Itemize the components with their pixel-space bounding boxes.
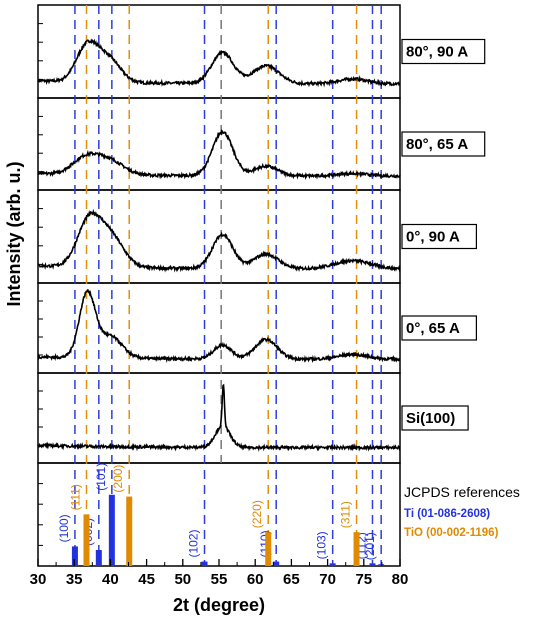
reference-layer: (100)(002)(101)(102)(110)(103)(112)(201)… xyxy=(57,463,520,566)
x-tick-label: 40 xyxy=(102,571,119,588)
panel-label-box xyxy=(401,315,478,341)
panel-frame xyxy=(37,282,401,374)
x-tick-label: 35 xyxy=(66,571,83,588)
x-tick-label: 30 xyxy=(30,571,47,588)
hkl-label: (111) xyxy=(69,484,83,510)
panel-frame xyxy=(37,97,401,191)
hkl-label: (201) xyxy=(363,532,377,560)
x-tick-label: 80 xyxy=(392,571,409,588)
x-tick-label: 50 xyxy=(174,571,191,588)
x-tick-label: 75 xyxy=(355,571,372,588)
xrd-curve-1 xyxy=(37,38,401,88)
panel-label: 0°, 90 A xyxy=(406,229,460,246)
tio-reference-bar xyxy=(126,496,133,566)
y-axis-label: Intensity (arb. u.) xyxy=(4,161,24,306)
tio-reference-bar xyxy=(265,532,272,566)
panel-label: Si(100) xyxy=(406,410,455,427)
ti-reference-bar xyxy=(108,494,115,566)
hkl-label: (220) xyxy=(250,500,264,528)
panel-label: 80°, 90 A xyxy=(406,44,468,61)
reference-entry: Ti (01-086-2608) xyxy=(404,508,490,520)
ti-reference-bar xyxy=(273,561,280,566)
tio-reference-bar xyxy=(83,514,90,566)
xrd-curve-2 xyxy=(37,128,401,181)
ti-reference-bar xyxy=(201,561,208,566)
panel-frame xyxy=(37,372,401,464)
xrd-curve-3 xyxy=(37,208,401,273)
ti-reference-bar xyxy=(71,546,78,566)
hkl-label: (102) xyxy=(187,530,201,558)
reference-entry: TiO (00-002-1196) xyxy=(404,527,499,539)
xrd-curve-5 xyxy=(37,383,401,452)
ti-reference-bar xyxy=(95,549,102,566)
hkl-label: (103) xyxy=(315,531,329,559)
x-tick-label: 45 xyxy=(138,571,155,588)
ti-reference-bar xyxy=(329,563,336,566)
ti-reference-bar xyxy=(378,564,385,566)
hkl-label: (100) xyxy=(57,514,71,542)
hkl-label: (200) xyxy=(111,465,125,493)
hkl-label: (311) xyxy=(339,501,353,528)
panel-label-box xyxy=(401,38,486,65)
panel-label-box xyxy=(401,405,469,431)
tio-reference-bar xyxy=(353,532,360,566)
hkl-label: (101) xyxy=(94,463,108,491)
guides-layer xyxy=(74,5,382,566)
references-title: JCPDS references xyxy=(404,484,520,500)
panel-label: 0°, 65 A xyxy=(406,320,460,337)
x-tick-label: 60 xyxy=(247,571,264,588)
x-axis-label: 2t (degree) xyxy=(173,595,265,615)
curves-layer xyxy=(37,38,401,452)
panel-label: 80°, 65 A xyxy=(406,136,468,153)
x-tick-label: 65 xyxy=(283,571,300,588)
axes-layer: 30 35 40 45 50 55 60 65 70 75 80 2t (degree) Intensi… xyxy=(4,161,408,615)
panel-label-box xyxy=(401,131,486,157)
labels-layer: 80°, 90 A 80°, 65 A 0°, 90 A 0°, 65 A Si(100… xyxy=(401,38,486,431)
x-tick-label: 55 xyxy=(211,571,228,588)
panels-layer xyxy=(37,4,401,567)
xrd-curve-4 xyxy=(37,289,401,364)
panel-frame xyxy=(37,4,401,99)
ti-reference-bar xyxy=(369,563,376,566)
panel-label-box xyxy=(401,223,478,250)
x-tick-label: 70 xyxy=(319,571,336,588)
